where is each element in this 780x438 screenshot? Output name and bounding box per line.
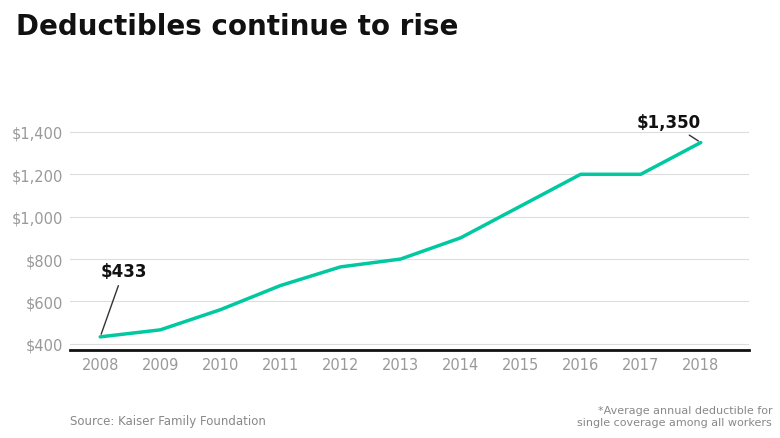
Text: *Average annual deductible for
single coverage among all workers: *Average annual deductible for single co… [577,406,772,427]
Text: Deductibles continue to rise: Deductibles continue to rise [16,13,458,41]
Text: CNN: CNN [16,405,45,418]
Text: $1,350: $1,350 [636,113,700,141]
Text: $433: $433 [100,263,147,335]
Text: Source: Kaiser Family Foundation: Source: Kaiser Family Foundation [70,414,266,427]
